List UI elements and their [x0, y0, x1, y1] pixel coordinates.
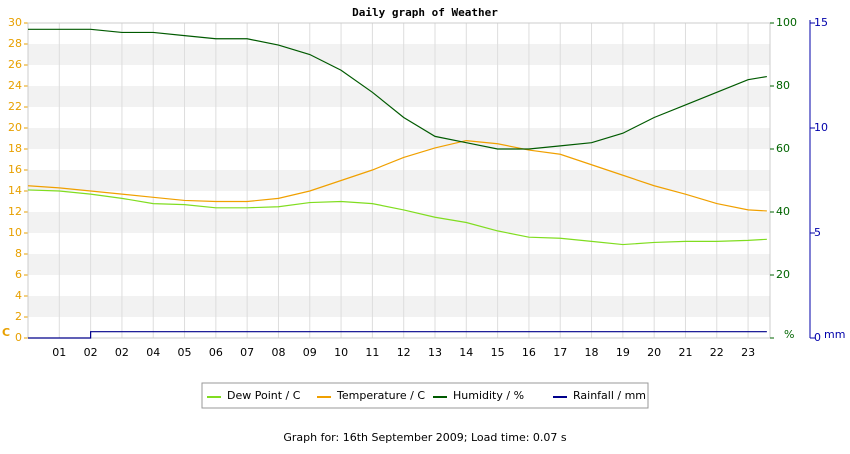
y-tick-label: 16 — [8, 163, 22, 176]
y3-tick-label: 5 — [814, 226, 821, 239]
y-tick-label: 0 — [15, 331, 22, 344]
grid-band — [28, 212, 770, 233]
x-tick-label: 12 — [397, 346, 411, 359]
y-tick-label: 4 — [15, 289, 22, 302]
chart-title: Daily graph of Weather — [352, 6, 498, 19]
y-tick-label: 2 — [15, 310, 22, 323]
plot-frame — [27, 22, 771, 339]
series-line — [28, 331, 767, 339]
grid-band — [28, 254, 770, 275]
grid-band — [28, 86, 770, 107]
x-tick-label: 06 — [209, 346, 223, 359]
y-tick-label: 30 — [8, 16, 22, 29]
caption: Graph for: 16th September 2009; Load tim… — [283, 431, 567, 444]
x-tick-label: 13 — [428, 346, 442, 359]
legend-label: Temperature / C — [336, 389, 425, 402]
x-tick-label: 19 — [616, 346, 630, 359]
y-tick-label: 12 — [8, 205, 22, 218]
y3-unit: mm — [824, 328, 845, 341]
legend-box — [201, 382, 649, 409]
y-tick-label: 28 — [8, 37, 22, 50]
y-tick-label: 24 — [8, 79, 22, 92]
x-tick-label: 08 — [271, 346, 285, 359]
series-line — [28, 28, 767, 150]
legend-label: Dew Point / C — [227, 389, 301, 402]
y3-tick-label: 10 — [814, 121, 828, 134]
x-tick-label: 02 — [84, 346, 98, 359]
x-tick-label: 18 — [585, 346, 599, 359]
x-tick-label: 04 — [146, 346, 160, 359]
legend-label: Rainfall / mm — [573, 389, 646, 402]
y-unit: C — [2, 326, 10, 339]
x-tick-label: 01 — [52, 346, 66, 359]
legend-label: Humidity / % — [453, 389, 524, 402]
x-tick-label: 07 — [240, 346, 254, 359]
y-tick-label: 8 — [15, 247, 22, 260]
x-tick-label: 21 — [678, 346, 692, 359]
x-tick-label: 20 — [647, 346, 661, 359]
y2-tick-label: 100 — [776, 16, 797, 29]
y2-tick-label: 80 — [776, 79, 790, 92]
x-tick-label: 17 — [553, 346, 567, 359]
y3-tick-label: 15 — [814, 16, 828, 29]
x-tick-label: 23 — [741, 346, 755, 359]
grid-band — [28, 296, 770, 317]
x-tick-label: 02 — [115, 346, 129, 359]
y-tick-label: 14 — [8, 184, 22, 197]
x-tick-label: 22 — [710, 346, 724, 359]
y3-tick-label: 0 — [814, 331, 821, 344]
x-tick-label: 11 — [365, 346, 379, 359]
x-tick-label: 09 — [303, 346, 317, 359]
grid-band — [28, 128, 770, 149]
y2-tick-label: 40 — [776, 205, 790, 218]
y-tick-label: 18 — [8, 142, 22, 155]
y-tick-label: 6 — [15, 268, 22, 281]
x-tick-label: 05 — [178, 346, 192, 359]
y-tick-label: 22 — [8, 100, 22, 113]
grid-band — [28, 170, 770, 191]
grid-band — [28, 44, 770, 65]
y2-tick-label: 60 — [776, 142, 790, 155]
y2-tick-label: 20 — [776, 268, 790, 281]
y-tick-label: 10 — [8, 226, 22, 239]
series-line — [27, 139, 767, 212]
series-line — [27, 189, 767, 246]
x-tick-label: 15 — [491, 346, 505, 359]
y2-unit: % — [784, 328, 794, 341]
x-tick-label: 14 — [459, 346, 473, 359]
x-tick-label: 10 — [334, 346, 348, 359]
y-tick-label: 20 — [8, 121, 22, 134]
x-tick-label: 16 — [522, 346, 536, 359]
y-tick-label: 26 — [8, 58, 22, 71]
